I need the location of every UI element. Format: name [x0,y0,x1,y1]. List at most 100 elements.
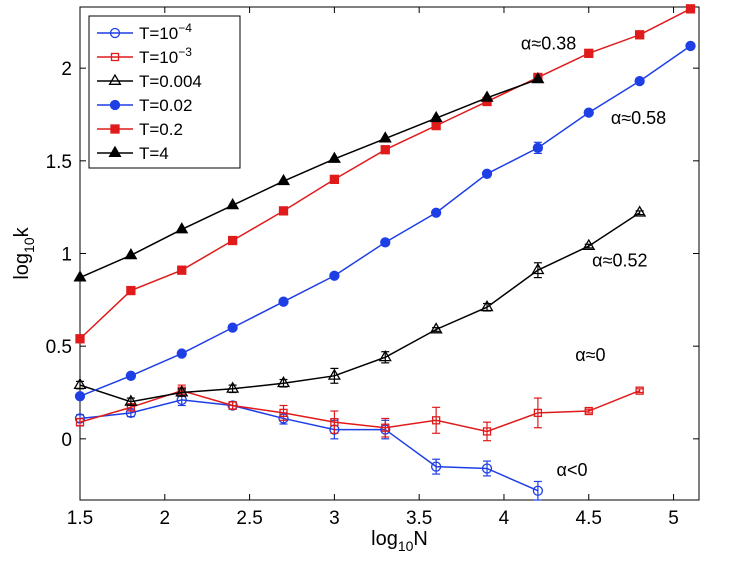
data-point [634,30,645,40]
legend-marker [108,145,122,157]
data-point [431,416,441,425]
data-point [327,368,341,380]
data-point [431,120,441,131]
data-point [480,299,494,312]
legend-label: T=0.004 [139,72,202,91]
data-point [633,205,647,217]
data-point [177,265,187,275]
y-axis-label: log10k [11,226,37,279]
data-point [329,270,340,281]
y-tick-label: 0.5 [46,337,72,358]
data-point [278,296,289,307]
annotation-label: α<0 [557,460,588,480]
data-point [532,142,544,154]
series-line [79,212,641,403]
data-point [276,375,291,388]
annotation-label: α≈0.58 [611,108,666,128]
data-point [380,145,390,155]
x-tick-label: 4.5 [576,508,602,529]
data-point [685,40,696,52]
annotation-label: α≈0.38 [521,34,576,54]
series-layer [73,4,696,501]
data-point [429,322,443,334]
x-tick-label: 1.5 [67,508,93,529]
data-point [227,235,238,246]
data-point [533,408,543,418]
data-point [176,348,187,359]
data-point [582,238,596,251]
x-tick-label: 2.5 [236,508,262,529]
data-point [329,174,340,185]
x-tick-label: 3 [329,508,340,529]
data-point [430,461,442,472]
data-point [532,485,544,496]
annotation-label: α≈0.52 [592,250,647,270]
y-tick-label: 0 [61,430,72,451]
data-point [430,207,442,218]
data-point [175,222,189,234]
data-point [276,173,291,186]
data-point [583,107,594,118]
data-point [226,381,240,393]
data-point [327,151,341,163]
data-point [75,418,85,427]
data-point [378,349,392,362]
x-tick-label: 2 [160,508,171,529]
legend-marker [109,99,121,111]
x-tick-label: 5 [668,508,679,529]
data-point [429,110,443,123]
legend-label: T=4 [139,144,169,163]
data-point [480,90,494,102]
data-point [381,423,390,432]
data-point [278,206,289,216]
legend-marker [109,27,121,39]
series-line [79,78,539,279]
axes-layer: 1.5 2 2.5 3 3.5 4 4.5 5 0 0.5 1 1.5 2 log10N log10k [11,6,700,554]
legend: T=10−4T=10−3 T=0.004 T=0.02 T=0.2 T=4 [88,15,241,169]
data-point [74,391,86,402]
series-4 [75,4,696,344]
x-tick-label: 4 [499,508,510,529]
data-point [228,401,237,410]
data-point [378,131,392,143]
series-3 [74,40,696,402]
y-tick-label: 1 [61,245,72,266]
data-point [125,370,137,381]
legend-label: T=0.02 [139,96,192,115]
data-point [227,322,238,333]
data-point [126,285,136,296]
data-point [124,248,138,260]
legend-label: T=10−4 [139,21,192,43]
data-point [73,377,87,390]
annotation-layer: α≈0.38 α≈0.58 α≈0.52 α≈0 α<0 [521,34,666,480]
data-point [584,48,594,58]
data-point [635,386,644,395]
data-point [634,75,645,87]
series-5 [73,71,545,282]
legend-label: T=0.2 [139,120,183,139]
data-point [75,334,85,344]
data-point [531,262,545,275]
data-point [481,463,493,474]
legend-marker [110,52,120,62]
y-tick-label: 1.5 [46,152,72,173]
annotation-label: α≈0 [575,345,605,365]
data-point [685,4,696,14]
legend-marker [108,73,122,85]
data-point [279,408,288,418]
x-axis-label: log10N [371,528,428,554]
series-1 [75,384,644,442]
data-point [124,394,138,406]
series-line [79,389,640,433]
data-point [380,237,391,248]
data-point [175,385,189,397]
data-point [531,71,545,84]
series-line [79,399,539,492]
y-tick-label: 2 [61,59,72,80]
data-point [73,270,87,282]
legend-marker [110,124,120,134]
data-point [584,406,593,416]
legend-box [88,15,241,169]
series-2 [73,205,647,407]
